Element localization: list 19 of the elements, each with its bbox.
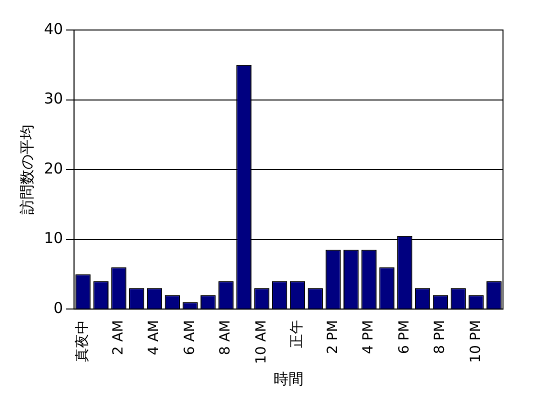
x-tick-label: 8 AM [218, 320, 234, 356]
x-tick-label: 正午 [289, 320, 306, 348]
y-tick-label: 20 [44, 159, 64, 178]
x-tick-label: 2 PM [324, 320, 341, 354]
x-tick-label: 10 PM [468, 320, 484, 363]
y-axis-title: 訪問数の平均 [18, 124, 36, 215]
y-tick-label: 40 [44, 20, 64, 38]
x-tick-label: 6 AM [182, 320, 198, 356]
y-tick-label: 0 [54, 298, 64, 317]
x-tick-label: 真夜中 [74, 320, 91, 362]
y-tick-label: 30 [44, 90, 64, 108]
x-tick-label: 6 PM [396, 320, 412, 354]
x-tick-label: 4 AM [146, 320, 162, 356]
y-tick-label: 10 [44, 229, 64, 248]
x-tick-label: 10 AM [253, 320, 270, 364]
x-axis-title: 時間 [274, 370, 304, 388]
x-tick-label: 2 AM [110, 320, 126, 356]
x-tick-label: 8 PM [432, 320, 448, 354]
x-tick-label: 4 PM [360, 320, 377, 354]
